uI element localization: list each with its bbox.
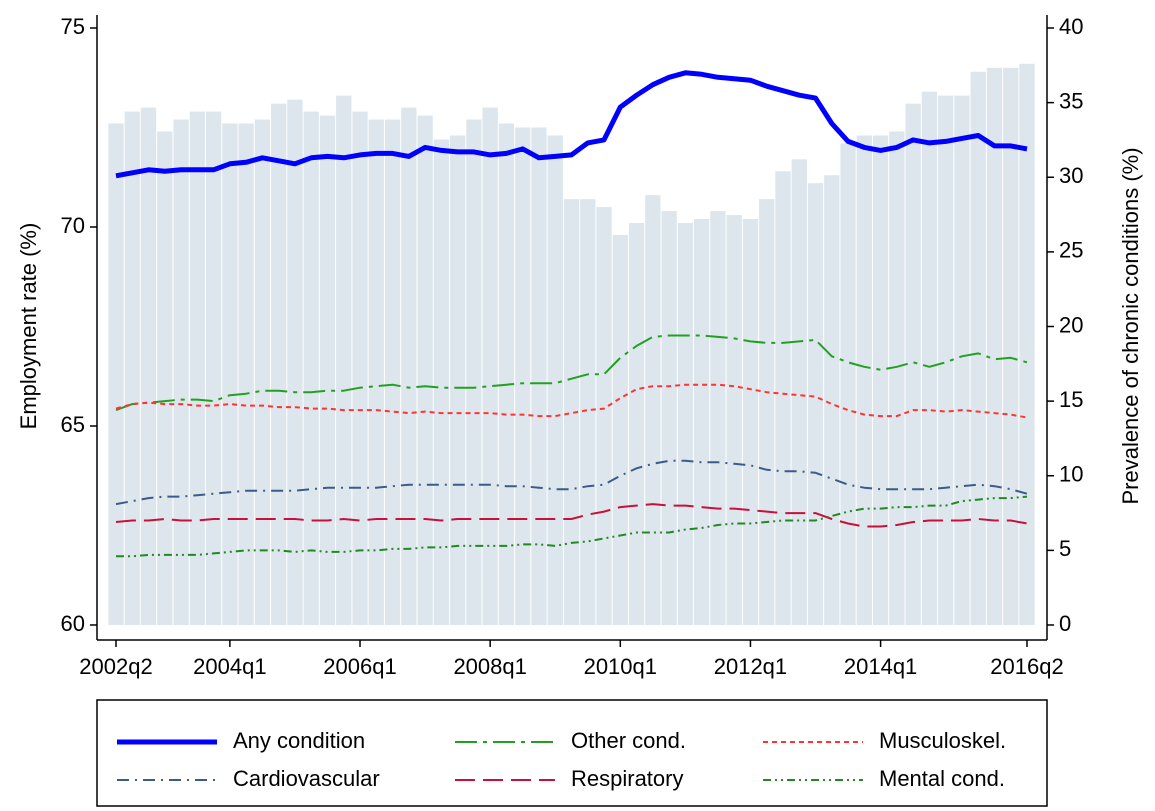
series-line [115, 503, 1028, 528]
bar [173, 119, 189, 625]
bar [531, 127, 547, 625]
bar [645, 195, 661, 625]
bar [401, 107, 417, 626]
legend-box [96, 699, 1048, 807]
bar [807, 183, 824, 625]
bar [840, 143, 856, 626]
bar [856, 135, 872, 625]
bar [384, 119, 401, 625]
bar [791, 159, 807, 625]
y2-tick-label: 40 [1059, 14, 1083, 39]
bar [466, 119, 482, 625]
bar [319, 115, 336, 625]
bar [889, 131, 905, 626]
bar [336, 95, 352, 625]
bar [661, 211, 677, 625]
y2-tick-label: 35 [1059, 88, 1083, 113]
y2-tick-label: 10 [1059, 462, 1083, 487]
bar [596, 207, 612, 625]
x-tick-label: 2016q2 [990, 654, 1063, 679]
x-tick-label: 2012q1 [714, 654, 787, 679]
bar [222, 123, 238, 626]
bar [417, 115, 433, 625]
bar [238, 123, 254, 626]
bar [612, 234, 628, 625]
x-tick-label: 2014q1 [844, 654, 917, 679]
bar [872, 135, 889, 625]
bar [824, 175, 840, 625]
y2-tick-label: 30 [1059, 163, 1083, 188]
legend-label: Respiratory [571, 766, 683, 791]
bar [1003, 67, 1019, 626]
x-tick-label: 2002q2 [79, 654, 152, 679]
bar [303, 111, 319, 625]
bar [189, 111, 205, 625]
x-tick-label: 2008q1 [453, 654, 526, 679]
bar [921, 91, 938, 626]
legend-label: Other cond. [571, 728, 686, 753]
bar [677, 223, 694, 625]
bar [271, 103, 287, 626]
bar [628, 223, 645, 625]
bar [759, 199, 775, 625]
x-tick-label: 2006q1 [323, 654, 396, 679]
legend-label: Cardiovascular [233, 766, 380, 791]
y2-tick-label: 20 [1059, 312, 1083, 337]
legend-label: Mental cond. [879, 766, 1005, 791]
y-tick-label: 60 [61, 611, 85, 636]
series-line [115, 70, 1028, 179]
y2-tick-label: 5 [1059, 536, 1071, 561]
bar [742, 219, 759, 626]
bar [1019, 63, 1035, 625]
bar [205, 111, 222, 625]
y2-axis-label: Prevalence of chronic conditions (%) [1118, 147, 1143, 504]
bar [157, 131, 173, 626]
y-tick-label: 65 [61, 412, 85, 437]
legend-label: Any condition [233, 728, 365, 753]
y-tick-label: 70 [61, 213, 85, 238]
bar [287, 99, 303, 625]
bar [905, 103, 921, 626]
bar [580, 199, 596, 625]
y2-tick-label: 25 [1059, 238, 1083, 263]
bar [449, 135, 466, 625]
bar [726, 215, 742, 625]
legend-label: Musculoskel. [879, 728, 1006, 753]
series-line [115, 334, 1028, 412]
bar [775, 171, 791, 625]
series-line [116, 495, 1028, 558]
bar [938, 95, 954, 625]
bar [482, 107, 498, 626]
bar [352, 111, 368, 625]
y2-tick-label: 15 [1059, 387, 1083, 412]
bar [368, 119, 384, 625]
bar [986, 67, 1003, 626]
bar [710, 211, 726, 625]
bar [433, 139, 449, 625]
bar [694, 219, 710, 626]
bar [124, 111, 140, 625]
bar [970, 71, 986, 625]
y-axis-label: Employment rate (%) [16, 223, 41, 430]
bar [498, 123, 515, 626]
y2-tick-label: 0 [1059, 611, 1071, 636]
bar [140, 107, 157, 626]
bar [254, 119, 271, 625]
bar [108, 123, 124, 626]
x-tick-label: 2010q1 [584, 654, 657, 679]
x-tick-label: 2004q1 [193, 654, 266, 679]
bar [515, 127, 531, 625]
bar [954, 95, 970, 625]
y-tick-label: 75 [61, 14, 85, 39]
bar [547, 135, 563, 625]
